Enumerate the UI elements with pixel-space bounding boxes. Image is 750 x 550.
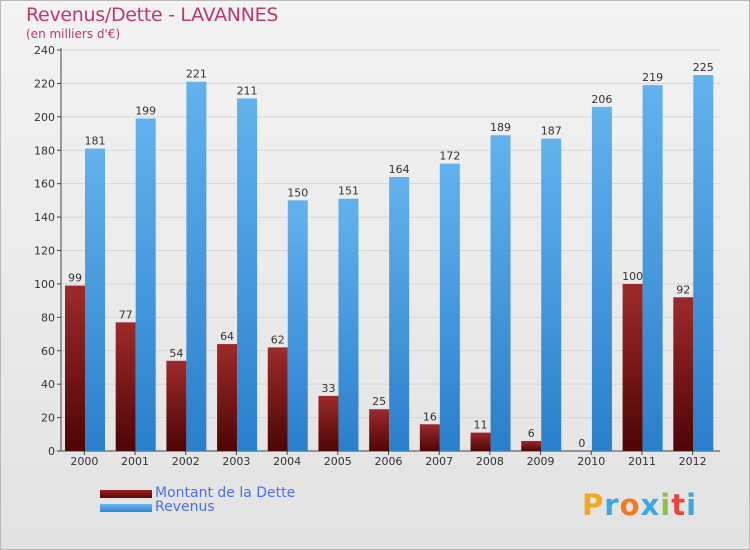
logo-letter: o — [619, 488, 641, 522]
bar-revenus — [389, 176, 410, 451]
value-label-dette: 100 — [622, 270, 643, 283]
y-tick-label: 220 — [34, 77, 55, 90]
value-label-dette: 99 — [68, 272, 82, 285]
bar-dette — [267, 347, 288, 451]
y-tick-label: 20 — [41, 412, 55, 425]
x-tick-label: 2011 — [628, 455, 656, 468]
legend-swatch-revenus — [100, 504, 152, 512]
x-tick-label: 2004 — [273, 455, 301, 468]
value-label-dette: 11 — [474, 419, 488, 432]
y-tick-label: 60 — [41, 345, 55, 358]
proxiti-logo: Proxiti — [582, 488, 697, 522]
bar-dette — [622, 283, 643, 451]
y-tick-label: 80 — [41, 311, 55, 324]
value-label-revenus: 211 — [237, 84, 258, 97]
value-label-revenus: 187 — [541, 125, 562, 138]
y-tick-label: 180 — [34, 144, 55, 157]
legend-label-dette: Montant de la Dette — [155, 485, 296, 501]
bar-revenus — [186, 81, 207, 451]
bar-dette — [673, 297, 694, 451]
bar-revenus — [591, 106, 612, 451]
x-tick-label: 2012 — [679, 455, 707, 468]
x-tick-label: 2000 — [70, 455, 98, 468]
x-tick-label: 2006 — [375, 455, 403, 468]
value-label-revenus: 225 — [693, 61, 714, 74]
value-label-revenus: 221 — [186, 68, 207, 81]
x-tick-label: 2001 — [121, 455, 149, 468]
x-tick-label: 2003 — [222, 455, 250, 468]
value-label-dette: 6 — [528, 427, 535, 440]
y-tick-label: 40 — [41, 378, 55, 391]
value-label-dette: 16 — [423, 410, 437, 423]
y-tick-label: 160 — [34, 178, 55, 191]
logo-letter: P — [582, 488, 605, 522]
value-label-dette: 77 — [119, 308, 133, 321]
x-tick-label: 2008 — [476, 455, 504, 468]
bar-dette — [65, 285, 85, 451]
bar-dette — [521, 440, 542, 451]
bar-dette — [369, 409, 390, 451]
bar-revenus — [490, 135, 511, 451]
bar-dette — [470, 432, 491, 451]
legend-label-revenus: Revenus — [155, 499, 215, 515]
logo-letter: t — [671, 488, 687, 522]
x-tick-label: 2009 — [527, 455, 555, 468]
bar-dette — [419, 424, 440, 451]
bar-dette — [166, 360, 187, 451]
bar-revenus — [338, 198, 359, 451]
logo-letter: r — [604, 488, 620, 522]
bar-dette — [318, 395, 339, 451]
value-label-dette: 54 — [169, 347, 183, 360]
y-tick-label: 0 — [48, 445, 55, 458]
logo-letter: x — [640, 488, 661, 522]
x-tick-label: 2002 — [172, 455, 200, 468]
x-tick-label: 2005 — [324, 455, 352, 468]
logo-letter: i — [686, 488, 698, 522]
value-label-revenus: 164 — [389, 163, 410, 176]
bar-revenus — [693, 75, 714, 451]
value-label-dette: 64 — [220, 330, 234, 343]
value-label-dette: 33 — [321, 382, 335, 395]
bar-revenus — [287, 200, 308, 451]
y-tick-label: 240 — [34, 44, 55, 57]
y-tick-label: 200 — [34, 111, 55, 124]
bar-revenus — [85, 148, 105, 451]
logo-letter: i — [660, 488, 672, 522]
value-label-dette: 0 — [578, 437, 585, 450]
bar-dette — [115, 322, 136, 451]
value-label-revenus: 150 — [287, 186, 308, 199]
x-tick-label: 2007 — [425, 455, 453, 468]
value-label-dette: 62 — [271, 333, 285, 346]
value-label-revenus: 219 — [642, 71, 663, 84]
bar-revenus — [642, 85, 663, 452]
chart-subtitle: (en milliers d'€) — [26, 27, 121, 41]
legend-swatch-dette — [100, 490, 152, 498]
chart-title: Revenus/Dette - LAVANNES — [26, 4, 279, 26]
bar-dette — [217, 344, 238, 451]
value-label-revenus: 199 — [135, 105, 156, 118]
value-label-revenus: 151 — [338, 185, 359, 198]
value-label-dette: 25 — [372, 395, 386, 408]
bar-revenus — [135, 118, 156, 452]
value-label-revenus: 172 — [439, 150, 460, 163]
y-tick-label: 120 — [34, 245, 55, 258]
y-tick-label: 140 — [34, 211, 55, 224]
bar-revenus — [439, 163, 460, 451]
bar-revenus — [237, 98, 258, 452]
value-label-revenus: 189 — [490, 121, 511, 134]
value-label-dette: 92 — [676, 283, 690, 296]
x-tick-label: 2010 — [577, 455, 605, 468]
bar-revenus — [541, 138, 562, 451]
value-label-revenus: 206 — [591, 93, 612, 106]
value-label-revenus: 181 — [85, 135, 106, 148]
y-tick-label: 100 — [34, 278, 55, 291]
